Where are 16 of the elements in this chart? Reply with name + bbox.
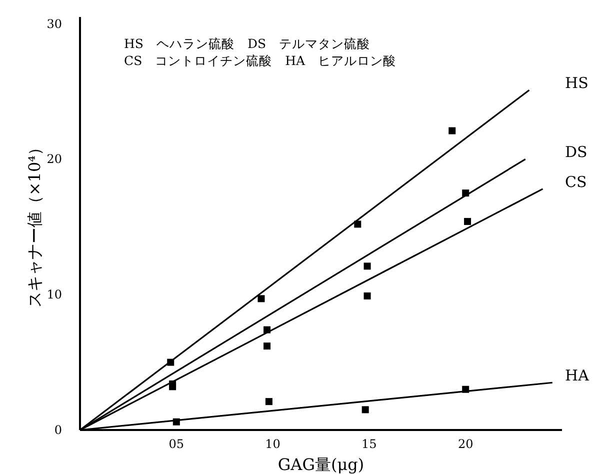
x-tick-label: 10 bbox=[265, 437, 280, 451]
y-tick-label: 0 bbox=[54, 423, 62, 437]
annotation: HS ヘハラン硫酸 DS テルマタン硫酸 bbox=[124, 36, 370, 51]
x-tick-label: 20 bbox=[458, 437, 474, 451]
x-axis-title: GAG量(μg) bbox=[278, 455, 364, 474]
text: HS bbox=[565, 74, 588, 92]
x-tick-label: 05 bbox=[168, 437, 184, 451]
x-tick-label: 15 bbox=[362, 437, 377, 451]
series-label: HA bbox=[565, 366, 590, 385]
y-axis-title: スキャナー値（×10⁴） bbox=[25, 139, 44, 308]
series-label: CS bbox=[565, 172, 587, 191]
y-tick-label: 10 bbox=[46, 288, 62, 302]
y-tick-label: 30 bbox=[46, 16, 62, 31]
text: DS bbox=[565, 143, 588, 162]
y-tick-label: 20 bbox=[46, 152, 62, 166]
annotation: CS コントロイチン硫酸 HA ヒアルロン酸 bbox=[124, 53, 396, 68]
